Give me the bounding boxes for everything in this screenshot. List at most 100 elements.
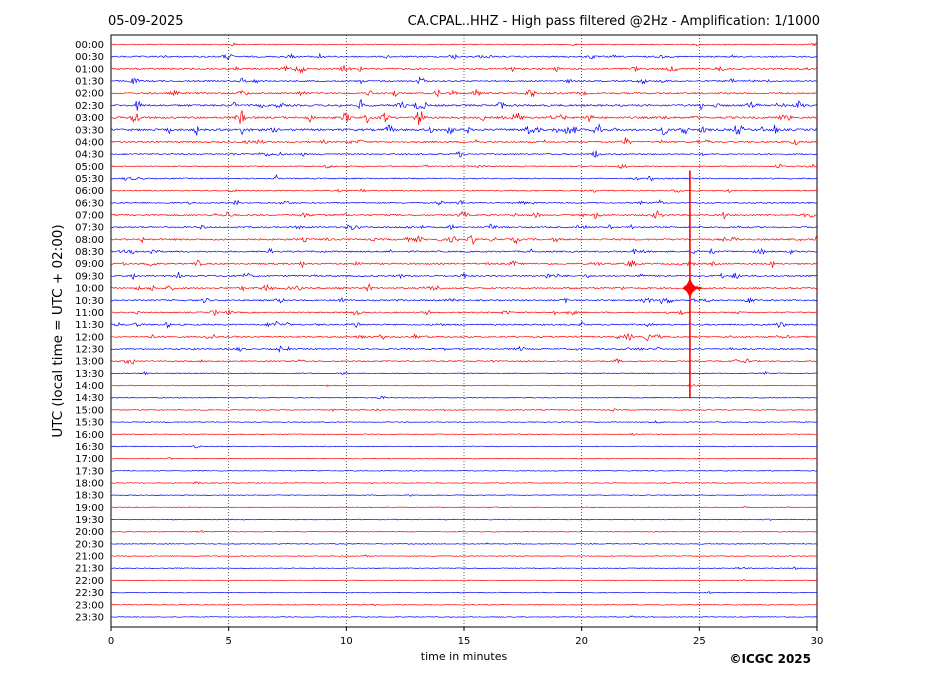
row-label: 12:30 <box>75 345 104 356</box>
trace-row <box>110 308 818 317</box>
trace-row <box>110 529 818 533</box>
row-label: 10:00 <box>75 284 104 295</box>
trace-row <box>110 518 818 521</box>
row-label: 13:30 <box>75 369 104 380</box>
trace-row <box>110 320 818 329</box>
row-label: 10:30 <box>75 296 104 307</box>
row-label: 09:30 <box>75 271 104 282</box>
row-label: 17:30 <box>75 466 104 477</box>
row-label: 02:30 <box>75 101 104 112</box>
x-tick-label: 20 <box>575 636 588 647</box>
row-label: 19:30 <box>75 515 104 526</box>
row-label: 02:00 <box>75 89 104 100</box>
row-label: 11:00 <box>75 308 104 319</box>
trace-row <box>110 234 818 246</box>
row-label: 23:30 <box>75 612 104 623</box>
row-label: 01:00 <box>75 64 104 75</box>
trace-row <box>110 358 818 365</box>
trace-row <box>110 420 818 424</box>
row-label: 15:30 <box>75 418 104 429</box>
trace-row <box>110 603 818 607</box>
x-axis-label: time in minutes <box>421 650 508 663</box>
trace-row <box>110 384 818 388</box>
y-axis-label: UTC (local time = UTC + 02:00) <box>50 224 66 437</box>
row-label: 15:00 <box>75 405 104 416</box>
trace-row <box>110 137 818 146</box>
trace-row <box>110 554 818 558</box>
date-label: 05-09-2025 <box>108 14 184 29</box>
row-label: 07:00 <box>75 211 104 222</box>
row-label: 06:00 <box>75 186 104 197</box>
trace-row <box>110 76 818 85</box>
trace-row <box>110 42 818 47</box>
row-label: 09:00 <box>75 259 104 270</box>
copyright-label: ©ICGC 2025 <box>729 652 811 666</box>
trace-row <box>110 370 818 376</box>
trace-row <box>110 259 818 269</box>
x-tick-label: 15 <box>458 636 471 647</box>
row-label: 19:00 <box>75 503 104 514</box>
trace-row <box>110 494 818 497</box>
trace-row <box>110 505 818 509</box>
row-label: 05:30 <box>75 174 104 185</box>
row-label: 05:00 <box>75 162 104 173</box>
row-label: 13:00 <box>75 357 104 368</box>
row-label: 18:30 <box>75 491 104 502</box>
trace-row <box>110 123 818 136</box>
vertical-gridlines <box>228 35 700 627</box>
trace-row <box>110 615 818 618</box>
trace-row <box>110 333 818 342</box>
row-label: 01:30 <box>75 77 104 88</box>
earthquake-event-signal <box>683 170 702 398</box>
trace-row <box>110 591 818 595</box>
trace-row <box>110 469 818 472</box>
row-label: 06:30 <box>75 198 104 209</box>
row-label: 11:30 <box>75 320 104 331</box>
row-label: 00:00 <box>75 40 104 51</box>
trace-row <box>110 88 818 98</box>
row-label: 12:00 <box>75 332 104 343</box>
seismic-traces <box>110 42 818 618</box>
row-label: 03:00 <box>75 113 104 124</box>
row-label: 22:30 <box>75 588 104 599</box>
row-label: 22:00 <box>75 576 104 587</box>
row-label: 20:00 <box>75 527 104 538</box>
trace-row <box>110 64 818 74</box>
event-burst <box>683 278 702 298</box>
row-label: 04:30 <box>75 150 104 161</box>
x-tick-label: 25 <box>693 636 706 647</box>
trace-row <box>110 174 818 182</box>
trace-row <box>110 109 817 126</box>
trace-row <box>110 445 818 449</box>
row-label: 08:00 <box>75 235 104 246</box>
trace-row <box>110 52 818 61</box>
x-tick-label: 0 <box>108 636 114 647</box>
row-label: 14:30 <box>75 393 104 404</box>
row-label: 21:00 <box>75 552 104 563</box>
row-label: 23:00 <box>75 600 104 611</box>
x-axis-ticks: 0 5 10 15 20 25 30 <box>108 627 823 647</box>
trace-row <box>110 163 818 170</box>
row-label: 14:00 <box>75 381 104 392</box>
trace-row <box>110 481 818 485</box>
trace-row <box>110 345 818 353</box>
row-label: 00:30 <box>75 52 104 63</box>
trace-row <box>110 408 818 412</box>
trace-row <box>110 247 818 256</box>
row-label: 08:30 <box>75 247 104 258</box>
trace-row <box>110 150 818 158</box>
row-label: 18:00 <box>75 478 104 489</box>
trace-row <box>110 98 818 111</box>
x-tick-label: 5 <box>225 636 231 647</box>
row-label: 07:30 <box>75 223 104 234</box>
row-label: 16:30 <box>75 442 104 453</box>
trace-row <box>110 457 818 460</box>
trace-row <box>110 542 818 545</box>
row-label: 03:30 <box>75 125 104 136</box>
trace-row <box>110 432 818 436</box>
row-label: 17:00 <box>75 454 104 465</box>
x-tick-label: 10 <box>340 636 353 647</box>
plot-frame <box>110 34 818 628</box>
